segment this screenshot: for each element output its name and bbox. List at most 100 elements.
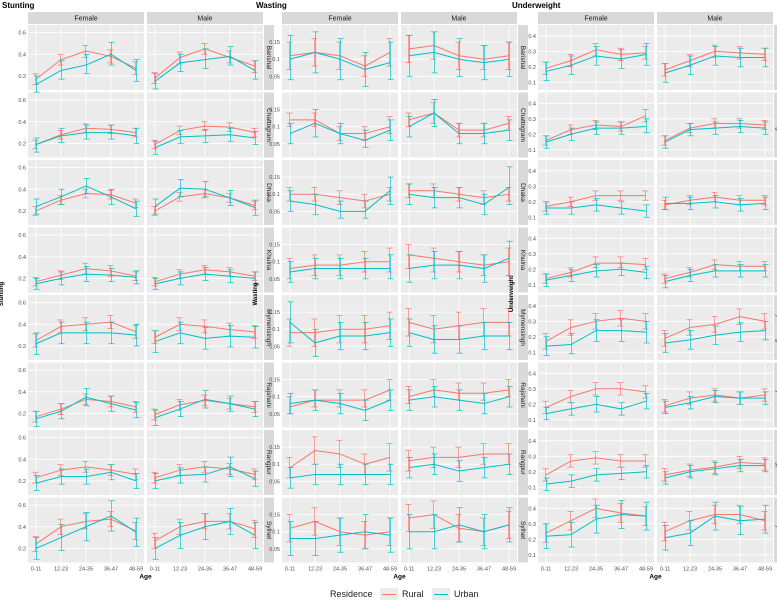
x-tick-label: 36-47 [733, 567, 747, 573]
panel-khulna-female [28, 227, 144, 293]
chart-title: Underweight [512, 1, 561, 10]
rural-series-line [545, 49, 647, 69]
urban-series-line [545, 471, 647, 485]
panel-chattogram-male [147, 92, 263, 158]
rural-series-line [35, 466, 137, 479]
y-tick-label: 0.2 [18, 344, 26, 350]
strip-label-barishal: Barishal [519, 46, 526, 70]
y-tick-label: 0.15 [269, 378, 280, 384]
urban-series-line [35, 332, 137, 345]
x-tick-label: 48-59 [502, 567, 516, 573]
y-tick-label: 0.3 [528, 387, 536, 393]
y-tick-label: 0.4 [18, 187, 26, 193]
y-tick-label: 0.3 [528, 49, 536, 55]
panel-rajshahi-male [147, 362, 263, 428]
strip-label-barishal: Barishal [265, 46, 272, 70]
y-tick-label: 0.2 [18, 546, 26, 552]
rural-series-line [664, 316, 766, 339]
panel-barishal-female [282, 25, 398, 90]
x-axis-label: Age [139, 574, 152, 581]
strip-label-male: Male [197, 16, 212, 23]
y-axis-label: Wasting [253, 282, 259, 305]
x-tick-label: 36-47 [614, 567, 628, 573]
panel-khulna-male [401, 227, 517, 293]
urban-series-line [35, 53, 137, 86]
panel-rajshahi-female [28, 362, 144, 428]
y-tick-label: 0.1 [528, 215, 536, 221]
panel-rajshahi-female [282, 362, 398, 428]
y-tick-label: 0.2 [18, 411, 26, 417]
y-tick-label: 0.1 [272, 125, 280, 131]
strip-male [657, 12, 773, 24]
x-axis-label: Age [649, 574, 662, 581]
urban-series-line [289, 122, 391, 141]
legend-label-urban: Urban [454, 589, 479, 599]
y-tick-label: 0.15 [269, 445, 280, 451]
rural-series-line [664, 196, 765, 206]
y-tick-label: 0.6 [18, 166, 26, 172]
y-tick-label: 0.1 [528, 485, 536, 491]
urban-series-line [35, 132, 137, 145]
legend-label-rural: Rural [402, 589, 424, 599]
y-tick-label: 0.1 [272, 192, 280, 198]
y-tick-label: 0.2 [528, 200, 536, 206]
panel-barishal-female [28, 25, 144, 93]
y-tick-label: 0.4 [528, 506, 536, 512]
urban-series-line [545, 400, 647, 415]
panel-chattogram-male [657, 92, 773, 158]
strip-label-sylhet: Sylhet [519, 521, 526, 539]
rural-series-line [408, 112, 510, 131]
chart-block-wasting: Wasting Wasting Female Male Barishal 0.05 0.1 0… [253, 1, 528, 581]
urban-series-line [664, 465, 765, 479]
urban-series-line [289, 473, 390, 479]
strip-label-khulna: Khulna [519, 250, 526, 271]
strip-mymensingh [264, 295, 274, 360]
y-tick-label: 0.15 [269, 310, 280, 316]
strip-female [28, 12, 144, 24]
strip-label-sylhet: Sylhet [265, 521, 272, 539]
rural-series-line [408, 453, 509, 462]
y-tick-label: 0.05 [269, 547, 280, 553]
x-tick-label: 0-11 [285, 567, 296, 573]
urban-series-line [408, 332, 509, 340]
panel-mymensingh-female [538, 295, 654, 360]
panel-khulna-male [657, 227, 773, 293]
x-tick-label: 24-35 [708, 567, 722, 573]
y-tick-label: 0.3 [528, 454, 536, 460]
urban-series-line [545, 53, 647, 72]
y-tick-label: 0.1 [272, 57, 280, 63]
panel-rajshahi-male [401, 362, 517, 428]
urban-series-line [664, 396, 765, 408]
y-tick-label: 0.6 [18, 31, 26, 37]
x-tick-label: 12-23 [308, 567, 322, 573]
urban-series-line [154, 273, 256, 285]
strip-label-rangpur: Rangpur [775, 450, 777, 476]
y-tick-label: 0.2 [528, 65, 536, 71]
rural-series-line [409, 190, 510, 199]
strip-label-rajshahi: Rajshahi [519, 382, 526, 407]
urban-series-line [408, 186, 510, 206]
legend: Residence Rural Urban [0, 586, 777, 602]
panel-rangpur-male [147, 430, 263, 495]
urban-series-line [664, 330, 766, 344]
rural-series-line [545, 262, 647, 280]
y-tick-label: 0.4 [18, 322, 26, 328]
urban-series-line [664, 126, 766, 143]
rural-series-line [154, 399, 256, 415]
panel-sylhet-male [657, 497, 773, 563]
chart-block-underweight: Underweight Underweight Female Male Barishal… [509, 1, 777, 581]
x-tick-label: 12-23 [173, 567, 187, 573]
urban-series-line [154, 520, 256, 549]
rural-series-line [545, 457, 646, 476]
x-tick-label: 0-11 [541, 567, 552, 573]
urban-series-line [408, 463, 510, 472]
strip-label-sylhet: Sylhet [775, 521, 777, 539]
strip-label-chattogram: Chattogram [519, 108, 526, 142]
panel-sylhet-female [538, 497, 654, 563]
panel-dhaka-male [657, 160, 773, 225]
panel-sylhet-male [147, 497, 263, 563]
x-tick-label: 24-35 [452, 567, 466, 573]
y-tick-label: 0.05 [269, 479, 280, 485]
strip-label-dhaka: Dhaka [775, 183, 777, 202]
